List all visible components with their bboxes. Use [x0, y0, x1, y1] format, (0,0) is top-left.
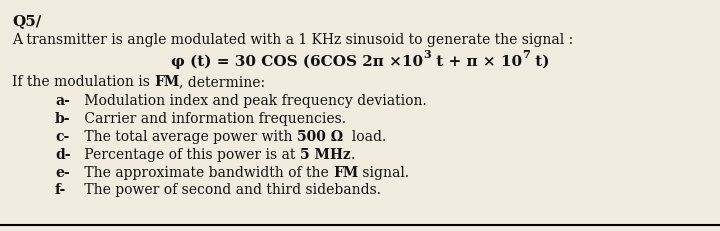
Text: The power of second and third sidebands.: The power of second and third sidebands.	[80, 183, 381, 197]
Text: , determine:: , determine:	[179, 75, 266, 89]
Text: a-: a-	[55, 94, 70, 108]
Text: FM: FM	[154, 75, 179, 89]
Text: b-: b-	[55, 112, 71, 125]
Text: 5 MHz: 5 MHz	[300, 147, 351, 161]
Text: Percentage of this power is at: Percentage of this power is at	[80, 147, 300, 161]
Text: d-: d-	[55, 147, 71, 161]
Text: Q5/: Q5/	[12, 14, 41, 28]
Text: 500 Ω: 500 Ω	[297, 129, 343, 143]
Text: Carrier and information frequencies.: Carrier and information frequencies.	[80, 112, 346, 125]
Text: signal.: signal.	[359, 165, 410, 179]
Text: f-: f-	[55, 183, 66, 197]
Text: t + π × 10: t + π × 10	[431, 55, 522, 69]
Text: Modulation index and peak frequency deviation.: Modulation index and peak frequency devi…	[80, 94, 427, 108]
Text: e-: e-	[55, 165, 70, 179]
Text: The approximate bandwidth of the: The approximate bandwidth of the	[80, 165, 333, 179]
Text: c-: c-	[55, 129, 69, 143]
Text: The total average power with: The total average power with	[80, 129, 297, 143]
Text: If the modulation is: If the modulation is	[12, 75, 154, 89]
Text: 7: 7	[522, 49, 530, 60]
Text: t): t)	[530, 55, 549, 69]
Text: 3: 3	[423, 49, 431, 60]
Text: FM: FM	[333, 165, 359, 179]
Text: .: .	[351, 147, 355, 161]
Text: φ (t) = 30 COS (6COS 2π ×10: φ (t) = 30 COS (6COS 2π ×10	[171, 55, 423, 69]
Text: A transmitter is angle modulated with a 1 KHz sinusoid to generate the signal :: A transmitter is angle modulated with a …	[12, 33, 573, 47]
Text: load.: load.	[343, 129, 386, 143]
